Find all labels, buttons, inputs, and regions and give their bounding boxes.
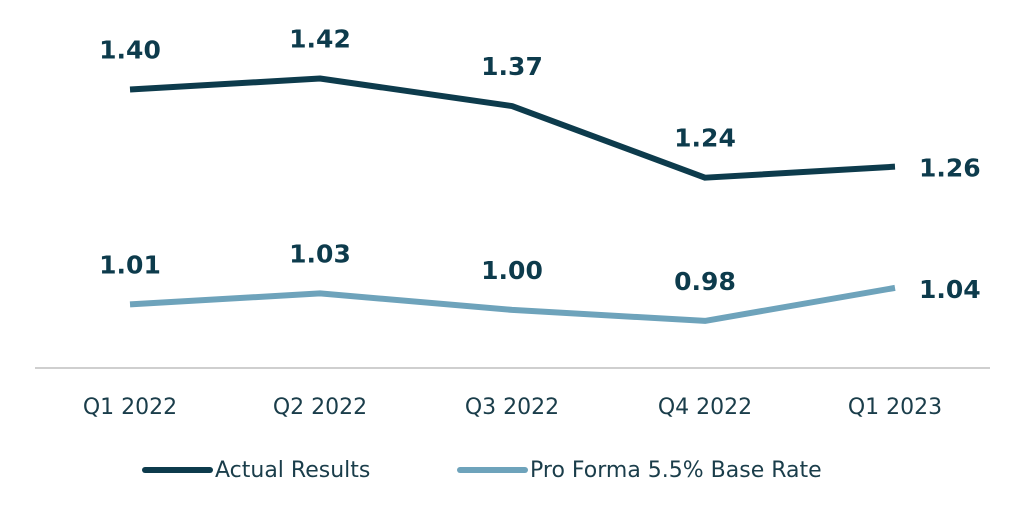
data-label: 1.42 bbox=[289, 25, 351, 54]
series-line bbox=[129, 75, 896, 181]
x-tick-label: Q3 2022 bbox=[465, 395, 559, 420]
data-label: 1.01 bbox=[99, 250, 161, 279]
data-label: 1.26 bbox=[919, 154, 981, 183]
legend-label: Pro Forma 5.5% Base Rate bbox=[530, 458, 822, 483]
data-label: 1.04 bbox=[919, 275, 981, 304]
data-label: 1.24 bbox=[674, 124, 736, 153]
x-tick-label: Q1 2023 bbox=[848, 395, 942, 420]
data-label: 1.03 bbox=[289, 239, 351, 268]
data-label: 1.40 bbox=[99, 36, 161, 65]
data-label: 1.00 bbox=[481, 256, 543, 285]
x-tick-label: Q4 2022 bbox=[658, 395, 752, 420]
x-tick-label: Q2 2022 bbox=[273, 395, 367, 420]
legend-label: Actual Results bbox=[215, 458, 370, 483]
series-line bbox=[129, 284, 896, 324]
x-tick-label: Q1 2022 bbox=[83, 395, 177, 420]
data-label: 0.98 bbox=[674, 267, 736, 296]
data-label: 1.37 bbox=[481, 52, 543, 81]
